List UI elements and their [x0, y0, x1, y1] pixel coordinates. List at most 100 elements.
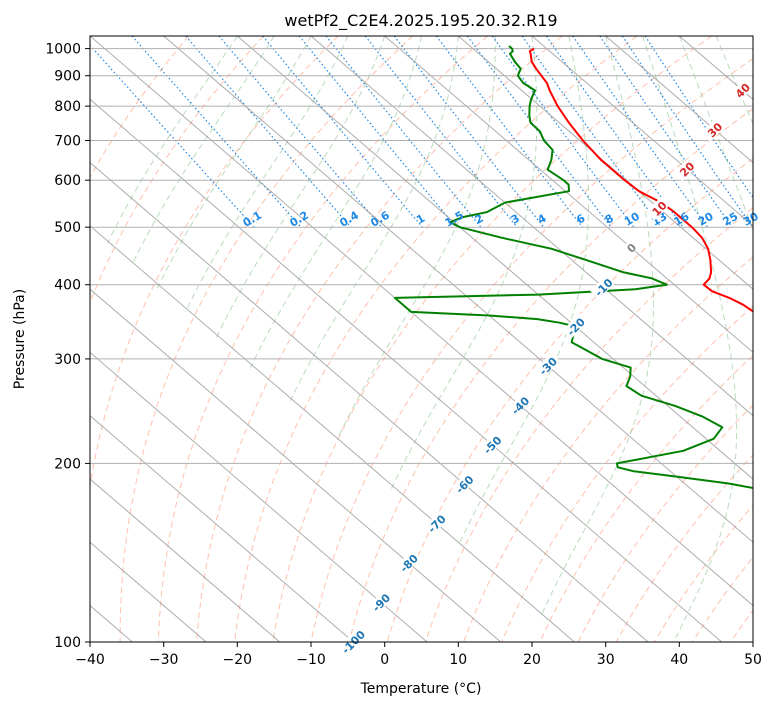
x-tick-label: −10: [296, 652, 326, 668]
mixing-ratio-line: [521, 36, 662, 228]
moist-adiabat: [539, 36, 654, 618]
dry-adiabat: [310, 57, 753, 642]
x-tick-label: −30: [149, 652, 179, 668]
x-tick-label: 30: [597, 652, 615, 668]
mixing-ratio-label: 30: [741, 210, 761, 229]
moist-adiabat: [107, 36, 238, 244]
y-tick-label: 800: [54, 99, 81, 115]
isotherm: [90, 288, 502, 642]
moist-adiabat: [250, 36, 422, 368]
sounding-profiles: [393, 45, 753, 490]
isotherm-label-bg: [701, 116, 727, 142]
isotherm: [90, 98, 723, 642]
mixing-ratio-line: [621, 36, 753, 228]
isotherm: [90, 36, 753, 607]
dewpoint-line: [393, 45, 753, 490]
mixing-ratio-line: [262, 36, 423, 228]
isotherm-label-bg: [479, 431, 505, 458]
moist-adiabat: [336, 36, 496, 440]
dry-adiabat: [539, 354, 753, 642]
mixing-ratio-label: 3: [509, 212, 522, 227]
mixing-ratio-line: [435, 36, 584, 228]
moist-adiabat: [215, 36, 386, 339]
dry-adiabat: [157, 36, 488, 642]
y-tick-label: 700: [54, 134, 81, 150]
isotherm-label-bg: [645, 195, 672, 221]
y-tick-label: 500: [54, 220, 81, 236]
isotherm: [90, 161, 649, 642]
chart-title: wetPf2_C2E4.2025.195.20.32.R19: [284, 11, 557, 31]
y-tick-label: 300: [54, 352, 81, 368]
isotherm: [384, 36, 753, 354]
y-tick-label: 600: [54, 173, 81, 189]
mixing-ratio-line: [90, 44, 255, 228]
moist-adiabat: [642, 36, 738, 642]
moist-adiabat: [132, 36, 275, 264]
isotherm: [0, 36, 59, 642]
dry-adiabat: [769, 36, 775, 642]
x-tick-label: 0: [380, 652, 389, 668]
mixing-ratio-label: 1: [414, 212, 427, 227]
moist-adiabat: [715, 36, 753, 125]
mixing-ratio-label: 10: [622, 210, 642, 229]
mixing-ratio-line: [599, 36, 733, 228]
mixing-ratio-label: 0.1: [241, 209, 264, 230]
y-axis: 100 200 300 400 500 600 700 800 900 1000: [45, 42, 90, 651]
plot-frame: [89, 35, 754, 643]
mixing-ratio-line: [491, 36, 635, 228]
moist-adiabat: [678, 36, 753, 232]
moist-adiabat: [184, 36, 349, 313]
isotherm-label-bg: [367, 589, 394, 615]
isotherm-label-bg: [673, 155, 700, 182]
isotherm: [678, 36, 753, 100]
isotherm-label-bg: [395, 549, 422, 576]
isotherm: [90, 415, 354, 642]
background-reference-lines: [0, 36, 775, 642]
isotherm: [90, 478, 281, 642]
dry-adiabat: [424, 207, 753, 642]
isotherm: [457, 36, 753, 290]
mixing-ratio-line: [298, 36, 457, 228]
dry-adiabat: [348, 108, 753, 642]
moist-adiabat: [390, 36, 538, 491]
isotherm: [605, 36, 753, 164]
dry-adiabat: [195, 36, 563, 642]
y-tick-label: 400: [54, 278, 81, 294]
x-tick-label: 10: [449, 652, 467, 668]
y-tick-label: 200: [54, 456, 81, 472]
dry-adiabat: [272, 36, 712, 642]
moist-adiabat: [457, 36, 589, 547]
isotherm: [163, 36, 753, 543]
isotherm-label-bg: [618, 234, 644, 261]
mixing-ratio-label: 20: [696, 210, 716, 229]
mixing-ratio-line: [364, 36, 518, 228]
mixing-ratio-label: 2: [473, 212, 486, 227]
mixing-ratio-label: 0.2: [288, 209, 311, 230]
dry-adiabat: [577, 404, 753, 642]
isotherm-label-bg: [423, 510, 449, 536]
isotherm-label-bg: [590, 273, 616, 300]
dry-adiabat: [90, 36, 190, 179]
mixing-ratio-label: 0.6: [368, 208, 392, 229]
mixing-ratio-line: [325, 36, 482, 228]
isotherm-label-bg: [729, 77, 755, 103]
x-tick-label: 40: [670, 652, 688, 668]
y-tick-label: 1000: [45, 42, 81, 58]
y-axis-label: Pressure (hPa): [12, 289, 28, 389]
pressure-gridlines: [90, 48, 753, 642]
isotherm: [752, 36, 753, 37]
isotherm-label-bg: [339, 628, 366, 655]
y-tick-label: 100: [54, 635, 81, 651]
dry-adiabat: [90, 36, 339, 489]
isotherm-label-bg: [506, 392, 533, 418]
dry-adiabat: [463, 256, 753, 642]
mixing-ratio-label: 6: [574, 211, 587, 226]
dry-adiabat: [234, 36, 638, 642]
x-axis-label: Temperature (°C): [360, 681, 482, 697]
y-tick-label: 900: [54, 69, 81, 85]
moist-adiabat: [289, 36, 459, 401]
mixing-ratio-line: [644, 36, 753, 199]
mixing-ratio-line: [467, 36, 612, 228]
isotherm: [531, 36, 753, 227]
